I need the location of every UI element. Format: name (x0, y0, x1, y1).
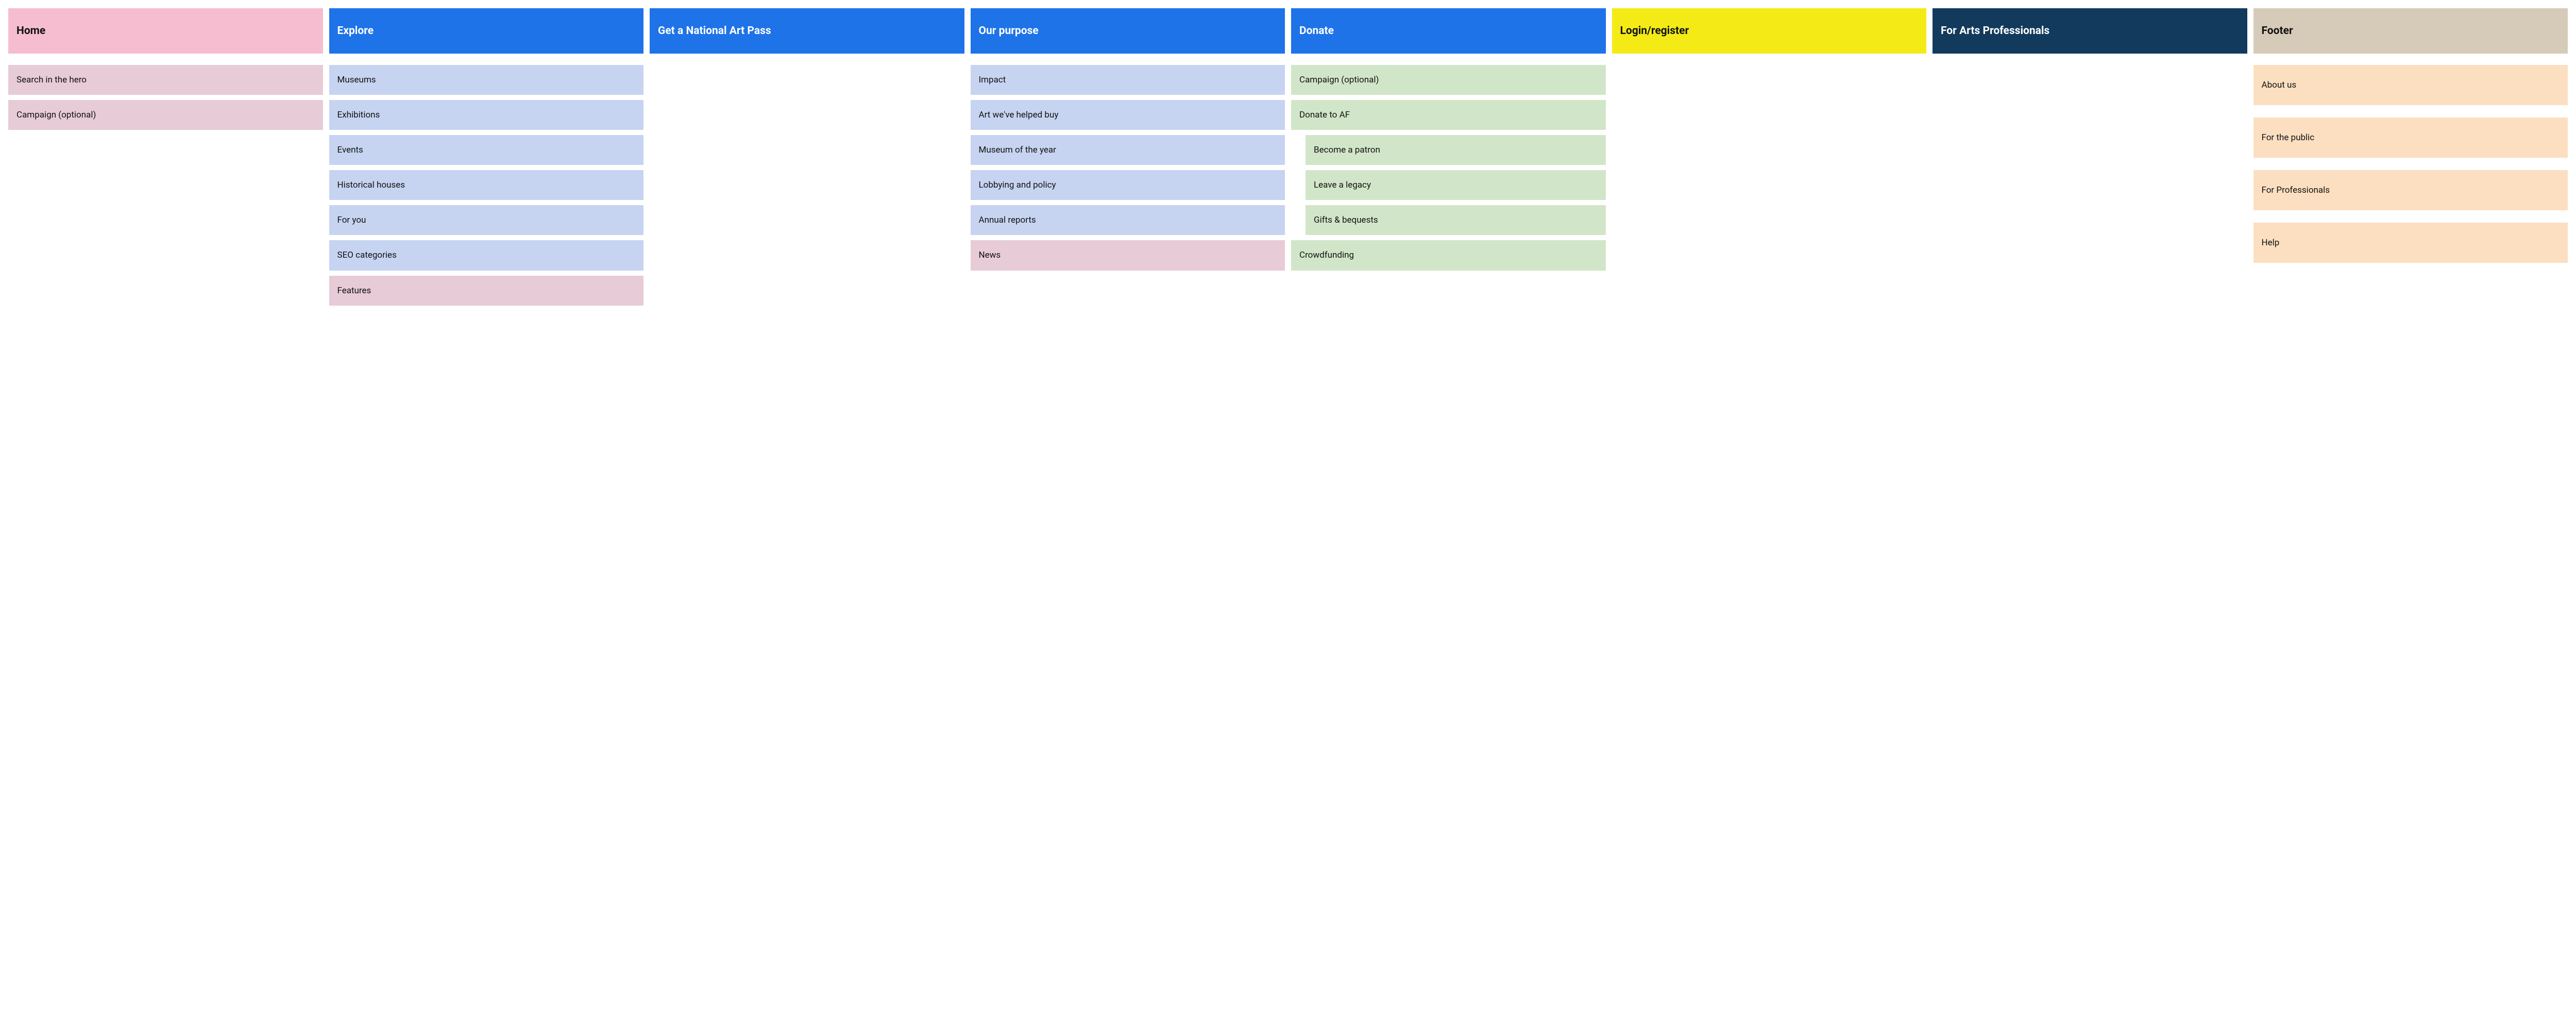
sitemap-node[interactable]: Campaign (optional) (1291, 65, 1606, 95)
sitemap-node[interactable]: News (971, 240, 1285, 270)
sitemap-node[interactable]: Historical houses (329, 170, 644, 200)
column-purpose: Our purpose Impact Art we've helped buy Mus… (971, 8, 1285, 271)
column-header-arts-pro[interactable]: For Arts Professionals (1933, 8, 2247, 54)
column-items-footer: About us For the public For Professionals H… (2253, 65, 2568, 263)
column-items-home: Search in the hero Campaign (optional) (8, 65, 323, 130)
sitemap-node[interactable]: Leave a legacy (1306, 170, 1606, 200)
sitemap-node[interactable]: SEO categories (329, 240, 644, 270)
column-footer: Footer About us For the public For Professi… (2253, 8, 2568, 263)
sitemap-node[interactable]: Campaign (optional) (8, 100, 323, 130)
sitemap-node[interactable]: For you (329, 205, 644, 235)
column-explore: Explore Museums Exhibitions Events Historica… (329, 8, 644, 306)
column-items-purpose: Impact Art we've helped buy Museum of the … (971, 65, 1285, 271)
sitemap-node[interactable]: Gifts & bequests (1306, 205, 1606, 235)
sitemap-node[interactable]: For the public (2253, 118, 2568, 158)
sitemap-node[interactable]: Become a patron (1306, 135, 1606, 165)
column-donate: Donate Campaign (optional) Donate to AF Bec… (1291, 8, 1606, 271)
sitemap-node[interactable]: Crowdfunding (1291, 240, 1606, 270)
sitemap-node[interactable]: Museum of the year (971, 135, 1285, 165)
column-header-explore[interactable]: Explore (329, 8, 644, 54)
sitemap-node[interactable]: Annual reports (971, 205, 1285, 235)
column-header-footer[interactable]: Footer (2253, 8, 2568, 54)
sitemap-node[interactable]: Events (329, 135, 644, 165)
sitemap-board: Home Search in the hero Campaign (optional… (8, 8, 2568, 306)
column-login: Login/register (1612, 8, 1927, 65)
column-header-home[interactable]: Home (8, 8, 323, 54)
column-items-explore: Museums Exhibitions Events Historical house… (329, 65, 644, 306)
column-header-purpose[interactable]: Our purpose (971, 8, 1285, 54)
sitemap-node[interactable]: Search in the hero (8, 65, 323, 95)
sitemap-node[interactable]: Art we've helped buy (971, 100, 1285, 130)
column-header-login[interactable]: Login/register (1612, 8, 1927, 54)
column-arts-pro: For Arts Professionals (1933, 8, 2247, 65)
sitemap-node[interactable]: For Professionals (2253, 170, 2568, 210)
sitemap-node[interactable]: Help (2253, 223, 2568, 263)
sitemap-node[interactable]: Donate to AF (1291, 100, 1606, 130)
column-header-nap[interactable]: Get a National Art Pass (650, 8, 964, 54)
sitemap-node[interactable]: Lobbying and policy (971, 170, 1285, 200)
column-header-donate[interactable]: Donate (1291, 8, 1606, 54)
sitemap-node[interactable]: Impact (971, 65, 1285, 95)
column-nap: Get a National Art Pass (650, 8, 964, 65)
sitemap-node[interactable]: Exhibitions (329, 100, 644, 130)
sitemap-node[interactable]: Features (329, 276, 644, 306)
column-items-donate: Campaign (optional) Donate to AF Become a … (1291, 65, 1606, 271)
sitemap-node[interactable]: About us (2253, 65, 2568, 105)
sitemap-node[interactable]: Museums (329, 65, 644, 95)
column-home: Home Search in the hero Campaign (optional… (8, 8, 323, 130)
